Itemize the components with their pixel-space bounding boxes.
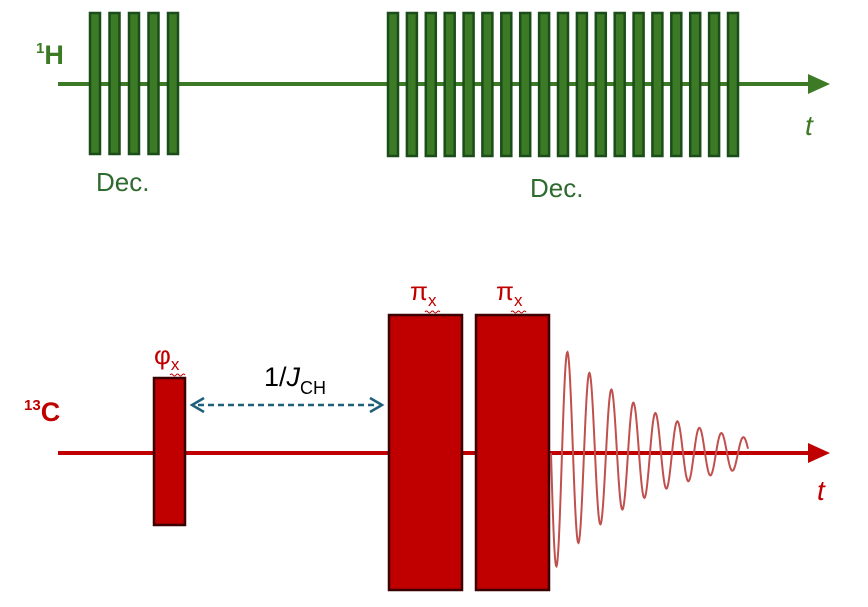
decoupling-pulse (500, 11, 513, 158)
decoupling-pulse (462, 11, 475, 158)
carbon-nucleus-symbol: C (41, 397, 61, 427)
decoupling-pulse (575, 11, 589, 158)
decoupling-block-2 (386, 11, 740, 158)
delay-coupling-subscript: CH (300, 378, 326, 398)
refocusing-pulse-2-phase-underline (510, 310, 527, 314)
decoupling-pulse (688, 11, 702, 158)
carbon-time-arrowhead (808, 443, 830, 463)
refocusing-pulse-2 (474, 313, 551, 592)
carbon-isotope-number: 13 (24, 397, 41, 414)
refocusing-pulse-2-label: πx (496, 276, 523, 310)
decoupling-pulse (651, 11, 664, 158)
decoupling-label-1: Dec. (96, 167, 149, 197)
decoupling-block-1 (88, 11, 180, 156)
proton-time-label: t (805, 110, 814, 141)
refocusing-pulse-1 (387, 313, 464, 592)
decoupling-pulse (405, 11, 419, 158)
carbon-channel-label: 13C (24, 397, 60, 427)
delay-prefix: 1/ (264, 362, 287, 392)
proton-channel: 1H t Dec. Dec. (36, 11, 830, 203)
decoupling-pulse (424, 11, 438, 158)
proton-isotope-number: 1 (36, 40, 44, 57)
excitation-pulse (152, 376, 187, 527)
decoupling-pulse (670, 11, 683, 158)
refocusing-pulse-1-phase-underline (424, 310, 441, 314)
decoupling-pulse (632, 11, 645, 158)
excitation-pulse-phase: x (171, 355, 180, 374)
refocusing-pulse-2-phase: x (514, 291, 523, 310)
decoupling-pulse (108, 11, 121, 156)
decoupling-pulse (726, 11, 740, 158)
delay-label: 1/JCH (264, 362, 326, 398)
excitation-pulse-label: φx (154, 340, 180, 374)
decoupling-pulse (537, 11, 551, 158)
carbon-time-label: t (817, 475, 826, 506)
proton-time-arrowhead (808, 74, 830, 94)
delay-coupling-symbol: J (286, 362, 301, 392)
refocusing-pulse-1-label: πx (410, 276, 437, 310)
decoupling-pulse (707, 11, 721, 158)
proton-nucleus-symbol: H (44, 40, 64, 70)
carbon-channel: 13C t φx 1/JCH πx πx (24, 276, 830, 592)
decoupling-pulse (594, 11, 608, 158)
decoupling-pulse (613, 11, 626, 158)
decoupling-label-2: Dec. (530, 173, 583, 203)
decoupling-pulse (147, 11, 160, 156)
refocusing-pulse-1-phase: x (428, 291, 437, 310)
excitation-pulse-phase-underline (169, 373, 186, 377)
refocusing-pulse-2-symbol: π (496, 276, 514, 306)
excitation-pulse-symbol: φ (154, 340, 171, 370)
free-induction-decay (550, 350, 749, 569)
delay-arrow (189, 396, 385, 414)
decoupling-pulse (518, 11, 532, 158)
refocusing-pulse-1-symbol: π (410, 276, 428, 306)
decoupling-pulse (166, 11, 180, 156)
decoupling-pulse (127, 11, 141, 156)
proton-channel-label: 1H (36, 40, 64, 70)
decoupling-pulse (88, 11, 102, 156)
decoupling-pulse (481, 11, 494, 158)
decoupling-pulse (386, 11, 400, 158)
decoupling-pulse (443, 11, 456, 158)
decoupling-pulse (556, 11, 570, 158)
